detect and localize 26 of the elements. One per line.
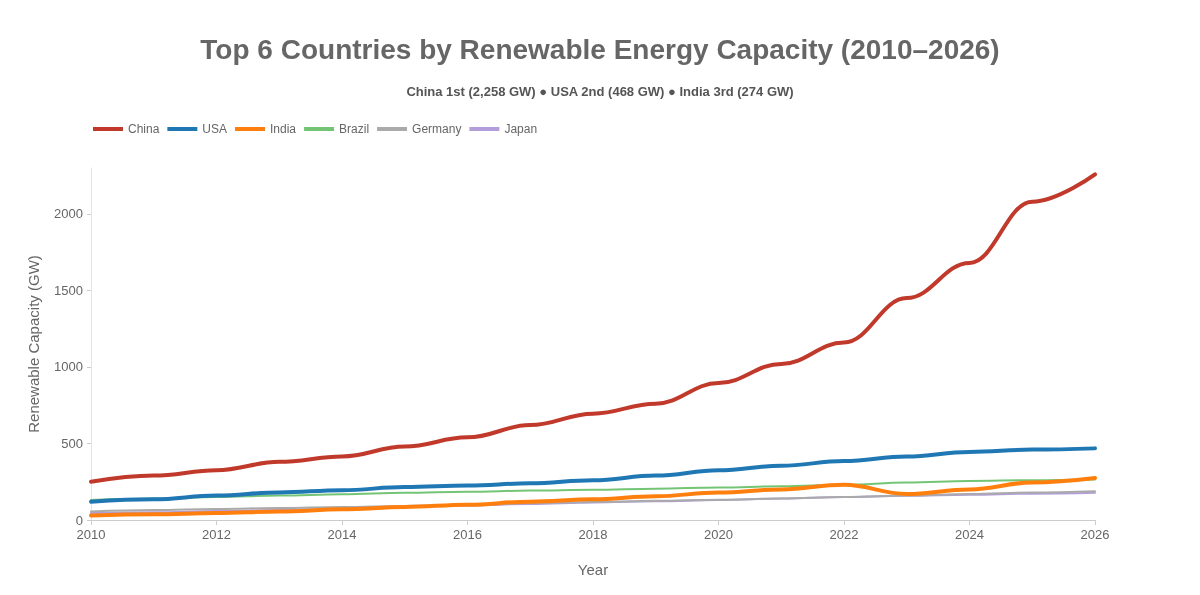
x-tick-label: 2010 <box>76 527 106 542</box>
line-series <box>89 172 1097 484</box>
x-axis-title: Year <box>577 561 609 578</box>
x-tick-label: 2016 <box>453 527 482 542</box>
y-tick-label: 2000 <box>54 206 83 222</box>
x-tick-label: 2022 <box>829 527 859 542</box>
y-tick-label: 500 <box>61 435 83 451</box>
legend-label: Germany <box>412 122 462 136</box>
x-tick-label: 2026 <box>1080 527 1110 542</box>
chart-subtitle: China 1st (2,258 GW) ● USA 2nd (468 GW) ● India 3rd (274 GW) <box>406 84 794 99</box>
x-tick-label: 2020 <box>704 527 733 542</box>
chart-title: Top 6 Countries by Renewable Energy Capacity (2010–2026) <box>200 33 1000 65</box>
line-series <box>89 446 1097 504</box>
x-tick-label: 2018 <box>578 527 608 542</box>
y-axis-title: Renewable Capacity (GW) <box>25 255 42 433</box>
y-tick-label: 0 <box>75 512 83 528</box>
legend-label: Brazil <box>339 122 370 136</box>
x-tick-label: 2012 <box>202 527 231 542</box>
x-tick-label: 2024 <box>955 527 984 542</box>
legend-label: Japan <box>504 122 538 136</box>
legend-label: China <box>128 122 160 136</box>
y-tick-label: 1500 <box>54 282 83 298</box>
y-tick-label: 1000 <box>54 359 83 375</box>
x-tick-label: 2014 <box>327 527 357 542</box>
legend-label: India <box>270 122 297 136</box>
legend-label: USA <box>202 122 228 136</box>
